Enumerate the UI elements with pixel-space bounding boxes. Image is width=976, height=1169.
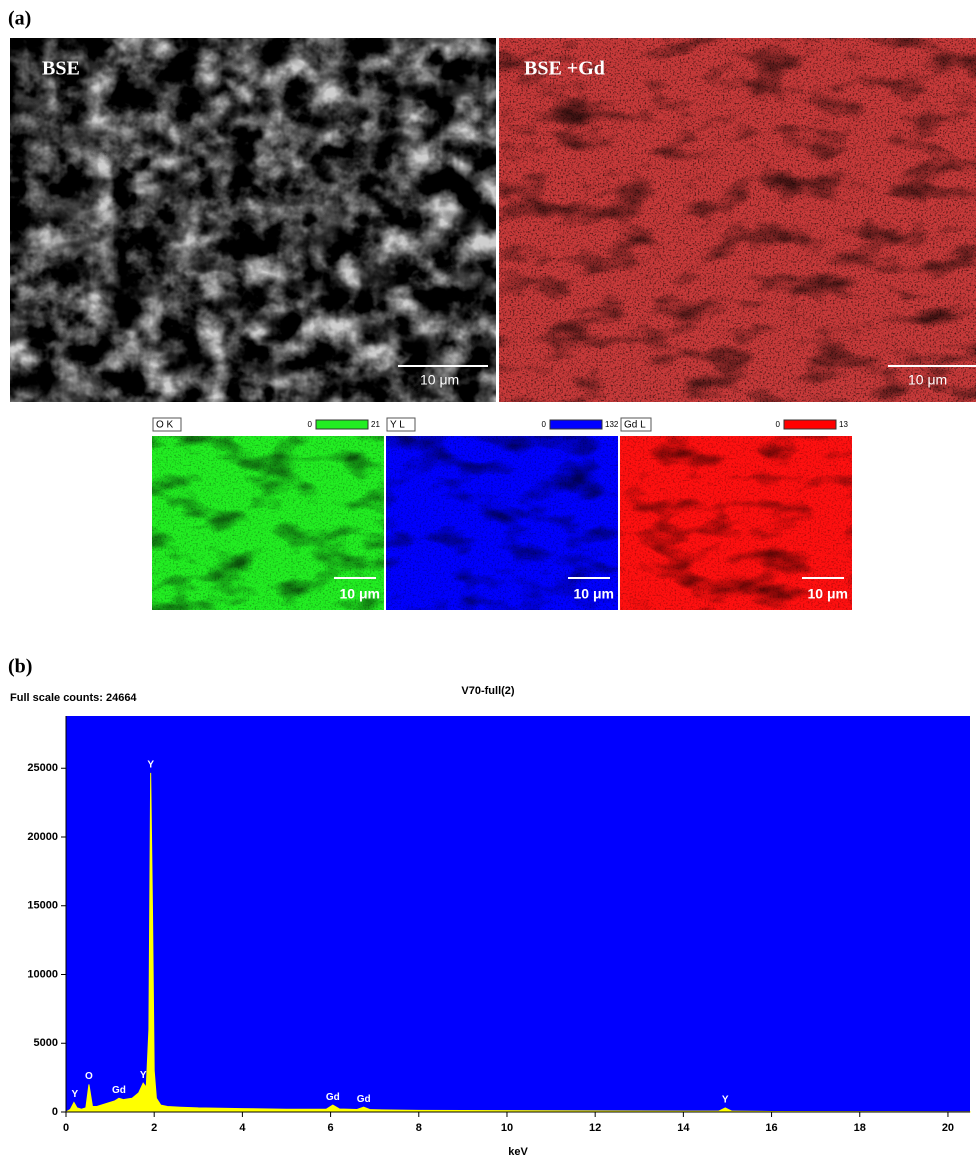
texture [386,436,618,610]
peak-label: Y [71,1089,78,1100]
x-tick-label: 6 [328,1122,334,1134]
scale-label: 10 μm [420,372,459,388]
scale-label: 10 μm [574,586,614,602]
x-tick-label: 4 [239,1122,246,1134]
colorbar [549,419,603,430]
peak-label: Gd [326,1092,340,1103]
x-tick-label: 20 [942,1122,954,1134]
peak-label: Gd [112,1085,126,1096]
x-axis-label: keV [508,1146,528,1158]
colorbar-min: 0 [542,420,547,429]
x-tick-label: 8 [416,1122,422,1134]
map-tag-box [386,417,416,432]
peak-label: Y [140,1070,147,1081]
y-tick-label: 5000 [34,1037,58,1049]
x-tick-label: 12 [589,1122,601,1134]
x-tick-label: 14 [677,1122,690,1134]
subtitle: Full scale counts: 24664 [10,692,137,704]
texture [152,436,384,610]
peak-label: Y [147,760,154,771]
panel-label: (b) [8,656,32,678]
image-title: BSE [42,58,80,80]
y-tick-label: 25000 [27,762,58,774]
chart-title: V70-full(2) [461,685,515,697]
scale-label: 10 μm [908,372,947,388]
map-tag-box [620,417,652,432]
colorbar-max: 21 [371,420,380,429]
y-tick-label: 15000 [27,900,58,912]
peak-label: Gd [357,1094,371,1105]
spectrum: (b)Full scale counts: 24664V70-full(2)YO… [8,656,971,1158]
y-tick-label: 20000 [27,831,58,843]
colorbar-min: 0 [308,420,313,429]
colorbar-min: 0 [776,420,781,429]
colorbar-max: 132 [605,420,619,429]
texture [10,38,496,402]
plot-area [66,716,970,1112]
x-tick-label: 16 [765,1122,777,1134]
map-tag-box [152,417,182,432]
scale-label: 10 μm [808,586,848,602]
peak-label: O [85,1071,93,1082]
x-tick-label: 18 [854,1122,866,1134]
element-maps: O K 0 21 10 μm Y L 0 132 10 μm Gd L 0 13 10 μm [152,417,852,610]
x-tick-label: 2 [151,1122,157,1134]
map-title: Gd L [624,420,646,431]
colorbar [315,419,369,430]
y-tick-label: 0 [52,1106,58,1118]
colorbar-max: 13 [839,420,848,429]
map-title: O K [156,420,174,431]
spectrum-area [64,772,971,1113]
texture [620,436,852,610]
x-tick-label: 10 [501,1122,513,1134]
y-tick-label: 10000 [27,968,58,980]
texture [499,38,976,402]
map-title: Y L [390,420,405,431]
peak-label: Y [722,1095,729,1106]
image-title: BSE +Gd [524,58,605,80]
panel-label: (a) [8,8,31,30]
x-tick-label: 0 [63,1122,69,1134]
colorbar [783,419,837,430]
scale-label: 10 μm [340,586,380,602]
